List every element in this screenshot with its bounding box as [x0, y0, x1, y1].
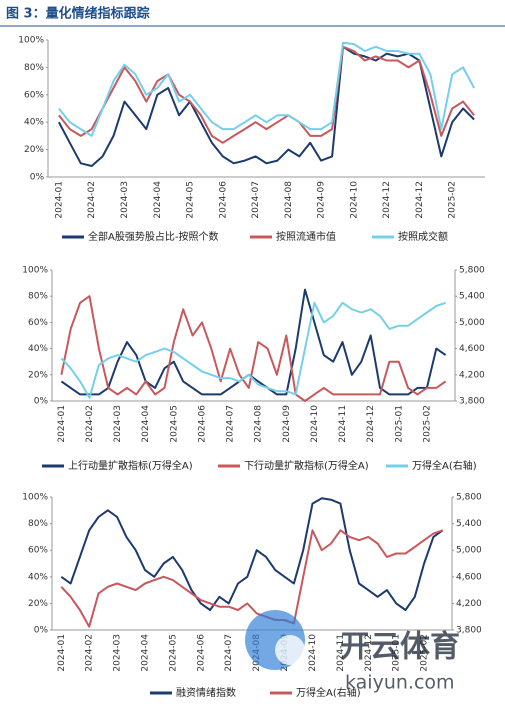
y-tick-label: 100% — [22, 266, 48, 276]
x-tick-label: 2024-06 — [218, 181, 228, 219]
x-tick-label: 2024-10 — [310, 405, 320, 443]
series-line — [60, 529, 444, 628]
watermark-ball — [275, 635, 305, 665]
x-tick-label: 2024-01 — [57, 405, 67, 443]
series-line — [58, 45, 475, 167]
y2-tick-label: 4,600 — [459, 344, 485, 354]
x-tick-label: 2025-01 — [392, 634, 402, 672]
x-tick-label: 2024-01 — [54, 181, 64, 219]
x-tick-label: 2024-03 — [120, 181, 130, 219]
y2-tick-label: 5,000 — [459, 318, 485, 328]
x-tick-label: 2024-10 — [349, 181, 359, 219]
y2-tick-label: 5,800 — [456, 493, 482, 503]
y-tick-label: 60% — [24, 90, 44, 100]
x-tick-label: 2025-02 — [422, 405, 432, 443]
x-tick-label: 2025-01 — [394, 405, 404, 443]
y2-tick-label: 4,200 — [459, 370, 485, 380]
x-tick-label: 2024-07 — [251, 181, 261, 219]
series-line — [58, 45, 475, 144]
x-tick-label: 2024-05 — [168, 634, 178, 672]
legend-label: 全部A股强势股占比-按照个数 — [88, 230, 218, 243]
x-tick-label: 2024-04 — [153, 181, 163, 219]
y2-tick-label: 3,800 — [456, 626, 482, 636]
x-tick-label: 2024-11 — [338, 405, 348, 443]
y-tick-label: 0% — [34, 397, 49, 407]
x-tick-label: 2024-08 — [284, 181, 294, 219]
x-tick-label: 2024-06 — [197, 405, 207, 443]
x-tick-label: 2024-05 — [186, 181, 196, 219]
legend-label: 融资情绪指数 — [176, 686, 236, 699]
x-tick-label: 2024-03 — [113, 405, 123, 443]
x-tick-label: 2024-01 — [57, 634, 67, 672]
y2-tick-label: 3,800 — [459, 397, 485, 407]
y-tick-label: 20% — [28, 370, 48, 380]
y2-tick-label: 4,200 — [456, 599, 482, 609]
x-tick-label: 2024-10 — [308, 634, 318, 672]
series-line — [58, 41, 475, 137]
legend-label: 上行动量扩散指标(万得全A) — [68, 459, 193, 472]
y2-tick-label: 4,600 — [456, 572, 482, 582]
x-tick-label: 2024-12 — [415, 181, 425, 219]
watermark: 开云体育 kaiyun.com — [245, 610, 460, 694]
x-tick-label: 2024-09 — [317, 181, 327, 219]
y-tick-label: 20% — [24, 145, 44, 155]
y2-tick-label: 5,400 — [459, 292, 485, 302]
charts: 0% 20% 40% 60% 80% 100% 2024-01 2024-02 2024-03 2… — [18, 36, 485, 700]
y-tick-label: 100% — [18, 36, 44, 46]
x-tick-label: 2024-03 — [113, 634, 123, 672]
y-tick-label: 60% — [28, 318, 48, 328]
legend-label: 下行动量扩散指标(万得全A) — [244, 459, 369, 472]
legend-label: 按照成交额 — [398, 230, 448, 243]
y2-tick-label: 5,000 — [456, 546, 482, 556]
x-tick-label: 2024-02 — [85, 634, 95, 672]
series-line — [60, 497, 444, 611]
x-tick-label: 2024-04 — [141, 634, 151, 672]
x-tick-label: 2024-09 — [282, 405, 292, 443]
x-tick-label: 2024-11 — [336, 634, 346, 672]
y-tick-label: 80% — [28, 519, 48, 529]
x-tick-label: 2024-06 — [196, 634, 206, 672]
legend-label: 万得全A(右轴) — [296, 686, 361, 699]
y2-tick-label: 5,400 — [456, 519, 482, 529]
x-tick-label: 2024-07 — [224, 634, 234, 672]
x-tick-label: 2024-12 — [366, 405, 376, 443]
x-tick-label: 2024-02 — [87, 181, 97, 219]
figure-title: 图 3：量化情绪指标跟踪 — [6, 6, 150, 22]
series-line — [60, 295, 447, 402]
x-tick-label: 2024-12 — [382, 181, 392, 219]
watermark-url: kaiyun.com — [345, 672, 455, 694]
legend-label: 万得全A(右轴) — [412, 459, 477, 472]
x-tick-label: 2024-12 — [364, 634, 374, 672]
y-tick-label: 40% — [28, 572, 48, 582]
y-tick-label: 0% — [34, 626, 49, 636]
x-tick-label: 2024-07 — [226, 405, 236, 443]
y2-tick-label: 5,800 — [459, 266, 485, 276]
x-tick-label: 2024-05 — [169, 405, 179, 443]
y-tick-label: 80% — [24, 63, 44, 73]
y-tick-label: 80% — [28, 292, 48, 302]
legend-label: 按照流通市值 — [276, 230, 336, 243]
x-tick-label: 2024-08 — [254, 405, 264, 443]
y-tick-label: 100% — [22, 493, 48, 503]
y-tick-label: 20% — [28, 599, 48, 609]
x-tick-label: 2024-02 — [85, 405, 95, 443]
y-tick-label: 40% — [24, 118, 44, 128]
y-tick-label: 40% — [28, 344, 48, 354]
x-tick-label: 2025-02 — [420, 634, 430, 672]
watermark-brand: 开云体育 — [340, 630, 460, 665]
y-tick-label: 60% — [28, 546, 48, 556]
series-line — [60, 301, 446, 399]
x-tick-label: 2024-04 — [141, 405, 151, 443]
y-tick-label: 0% — [30, 173, 45, 183]
x-tick-label: 2025-02 — [448, 181, 458, 219]
